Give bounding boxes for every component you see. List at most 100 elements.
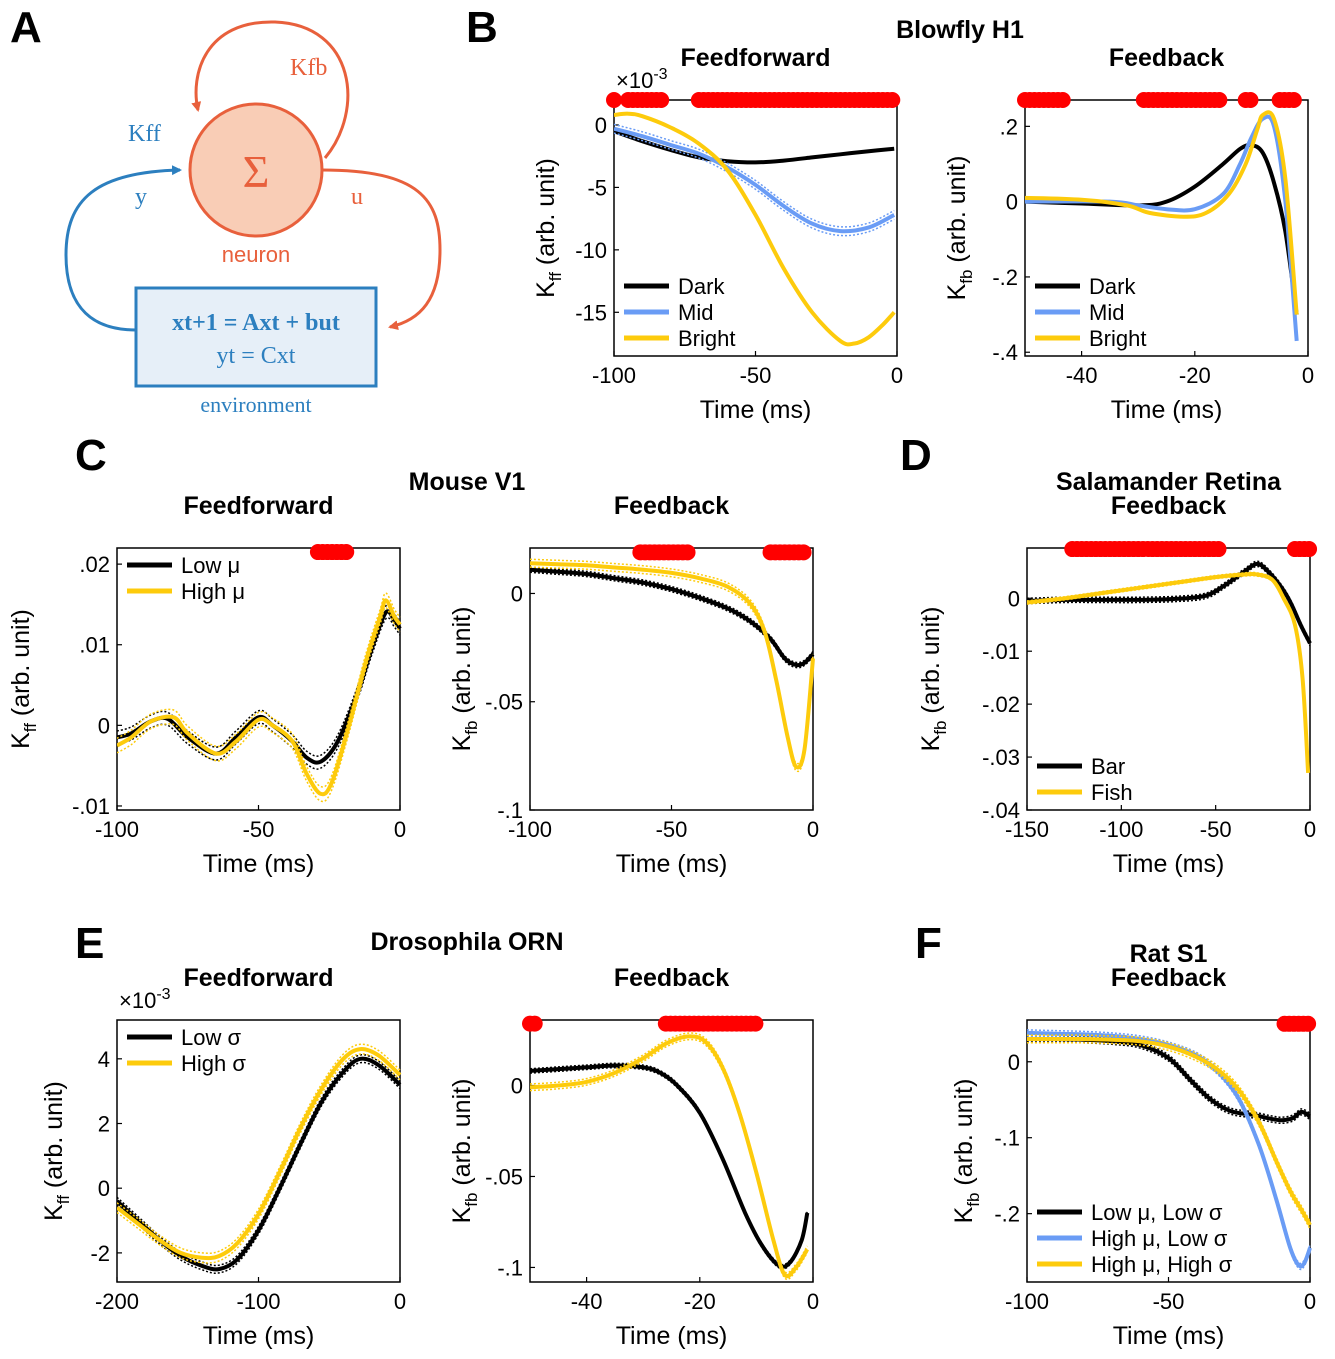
y-tick-label: -.02: [982, 692, 1020, 717]
y-axis-label-unit: (arb. unit): [943, 156, 971, 270]
x-axis-label: Time (ms): [203, 850, 315, 878]
y-axis-label-unit: (arb. unit): [40, 1081, 68, 1195]
y-input-arrow: [64, 165, 182, 332]
neuron-node: [188, 102, 324, 238]
y-tick-label: .02: [79, 552, 110, 577]
x-tick-label: -50: [656, 817, 688, 842]
y-axis-label-unit: (arb. unit): [448, 607, 476, 721]
series-line: [1027, 561, 1312, 645]
panel-label-a: A: [10, 3, 42, 52]
state-equation: xt+1 = Axt + but: [172, 310, 340, 336]
x-tick-label: 0: [394, 1289, 406, 1314]
chart-title: Feedback: [1109, 44, 1224, 72]
series-line: [614, 126, 896, 234]
feedback-loop-diagram: Σ neuron Kfb Kff y u xt+1 = Axt + but yt…: [64, 20, 442, 417]
y-tick-label: -10: [575, 238, 607, 263]
axis-exponent-power: -3: [156, 986, 170, 1003]
chart-b-feedforward: Feedforward -100 -50 0 0 -5 -10 -15 ×10-3 Time (m…: [532, 44, 903, 424]
panel-label-b: B: [466, 3, 498, 52]
y-axis-label-unit: (arb. unit): [532, 158, 560, 272]
series-group: [614, 111, 896, 347]
u-label: u: [351, 184, 363, 210]
y-axis-label-sub: fb: [964, 1193, 983, 1207]
output-equation: yt = Cxt: [217, 343, 296, 369]
y-axis-label: Kff (arb. unit): [40, 1081, 73, 1221]
y-tick-label: -.1: [994, 1126, 1020, 1151]
series-group: [117, 592, 402, 803]
y-tick-label: 0: [1006, 190, 1018, 215]
y-axis-label-sub: fb: [462, 721, 481, 735]
chart-title: Rat S1: [1130, 940, 1208, 968]
y-tick-label: 0: [98, 713, 110, 738]
legend-entry-1: Dark: [1089, 274, 1136, 299]
significance-marker: [1301, 541, 1318, 558]
confidence-band: [614, 123, 895, 228]
series-line: [614, 129, 895, 165]
confidence-band: [614, 132, 895, 237]
significance-marker: [1054, 92, 1071, 108]
y-tick-label: 0: [511, 581, 523, 606]
y-tick-label: -.04: [982, 798, 1020, 823]
series-line: [530, 561, 815, 770]
group-title-e: Drosophila ORN: [370, 928, 563, 956]
y-axis-label-sub: fb: [931, 721, 950, 735]
y-tick-label: -15: [575, 300, 607, 325]
neuron-label: neuron: [222, 242, 291, 267]
chart-title: Feedforward: [183, 492, 333, 520]
y-axis-label-unit: (arb. unit): [7, 609, 35, 723]
chart-title: Feedback: [1111, 492, 1226, 520]
y-tick-label: -.03: [982, 745, 1020, 770]
confidence-band: [530, 566, 814, 664]
panel-label-c: C: [75, 431, 107, 480]
legend-entry-2: High μ: [181, 579, 245, 604]
confidence-band: [530, 1066, 809, 1270]
confidence-band: [117, 617, 401, 770]
significance-marker: [747, 1015, 764, 1032]
x-tick-label: -100: [508, 817, 552, 842]
significance-marker: [338, 544, 355, 561]
legend-entry-2: Fish: [1091, 780, 1133, 805]
y-tick-label: -2: [90, 1241, 110, 1266]
y-tick-label: -.05: [485, 1164, 523, 1189]
confidence-band: [117, 1043, 401, 1254]
confidence-band: [117, 1053, 401, 1264]
y-axis-label-k: K: [40, 1204, 68, 1221]
x-axis-label: Time (ms): [616, 1322, 728, 1350]
confidence-band: [117, 592, 401, 788]
axes-box: [613, 99, 898, 357]
y-axis-label-unit: (arb. unit): [917, 607, 945, 721]
environment-label: environment: [200, 392, 311, 417]
y-axis-label: Kfb (arb. unit): [448, 607, 481, 752]
y-axis-label-sub: ff: [546, 272, 565, 281]
series-group: [1027, 560, 1312, 775]
significance-marker: [653, 92, 670, 108]
x-axis-label: Time (ms): [1113, 1322, 1225, 1350]
x-tick-label: -100: [1005, 1289, 1049, 1314]
y-tick-label: 0: [98, 1176, 110, 1201]
confidence-band: [117, 606, 401, 803]
x-tick-label: -40: [571, 1289, 603, 1314]
x-tick-label: -50: [740, 363, 772, 388]
y-tick-label: -.01: [72, 794, 110, 819]
legend-entry-2: High μ, Low σ: [1091, 1226, 1228, 1251]
x-axis-label: Time (ms): [1111, 396, 1223, 424]
y-tick-label: -.4: [992, 340, 1018, 365]
series-group: [117, 1043, 402, 1274]
axis-exponent: ×10-3: [616, 66, 668, 93]
group-title-c: Mouse V1: [409, 468, 526, 496]
y-axis-label: Kfb (arb. unit): [917, 607, 950, 752]
confidence-band: [117, 1053, 401, 1267]
chart-title: Feedback: [1111, 964, 1226, 992]
y-tick-label: -.2: [994, 1202, 1020, 1227]
legend-entry-1: Low μ, Low σ: [1091, 1200, 1223, 1225]
x-tick-label: -50: [1153, 1289, 1185, 1314]
sum-symbol: Σ: [243, 146, 270, 197]
series-line: [614, 111, 896, 347]
y-tick-label: 0: [1008, 1050, 1020, 1075]
legend-entry-1: Bar: [1091, 754, 1125, 779]
confidence-band: [530, 1062, 809, 1266]
confidence-band: [530, 571, 814, 669]
chart-b-feedback: Feedback -40 -20 0 .2 0 -.2 -.4 Time (ms) Kfb (ar…: [943, 44, 1314, 424]
significance-marker: [884, 92, 901, 108]
